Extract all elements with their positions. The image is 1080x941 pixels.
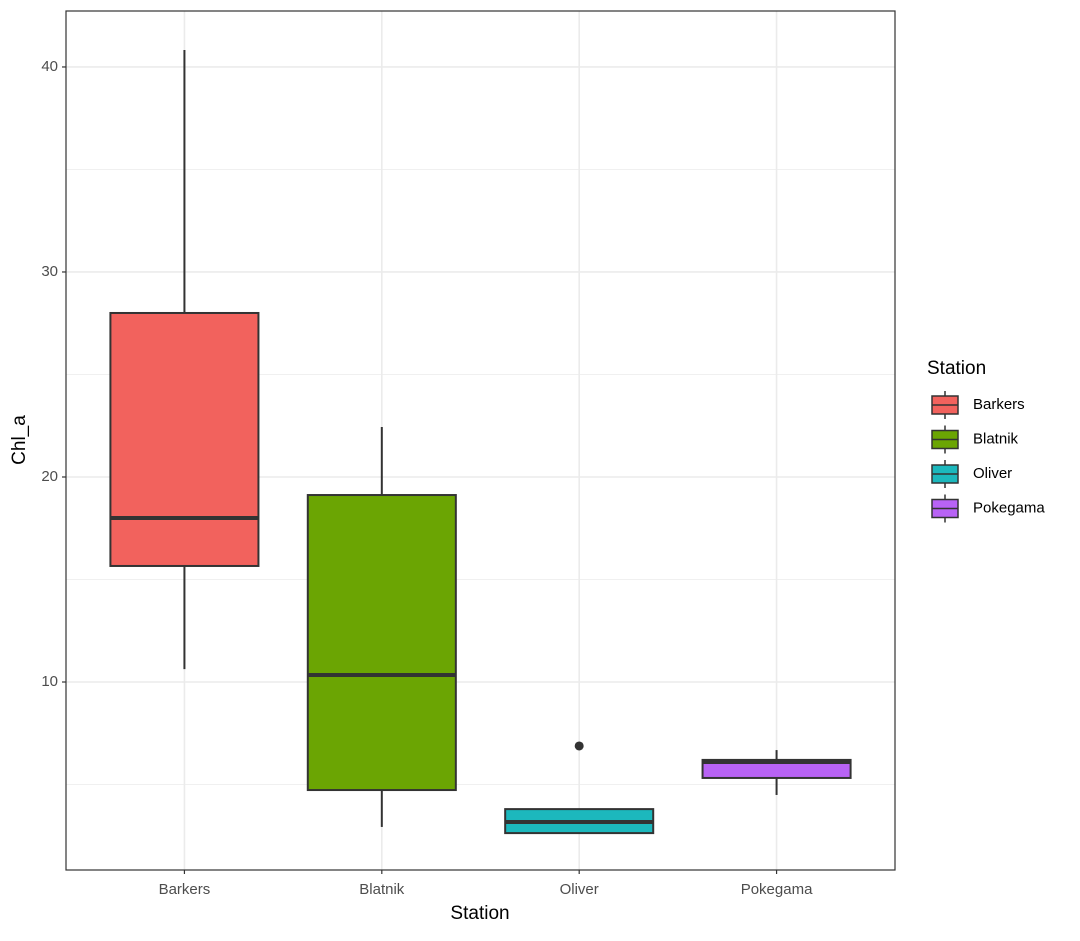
legend-label: Pokegama <box>973 499 1045 516</box>
panel-border <box>65 10 896 871</box>
box <box>701 758 852 779</box>
y-tick-label: 30 <box>41 263 58 280</box>
y-tick-label: 40 <box>41 58 58 75</box>
legend: Barkers Blatnik Oliver Pokegama <box>931 391 1045 523</box>
y-axis-title: Chl_a <box>9 415 30 465</box>
legend-label: Oliver <box>973 465 1012 482</box>
y-tick-label: 10 <box>41 673 58 690</box>
box <box>306 494 457 792</box>
y-tick-label: 20 <box>41 468 58 485</box>
x-tick-label: Pokegama <box>741 881 813 898</box>
box <box>109 311 260 567</box>
x-tick-label: Barkers <box>159 881 211 898</box>
legend-label: Blatnik <box>973 430 1019 447</box>
x-tick-label: Oliver <box>560 881 599 898</box>
marks <box>109 49 852 835</box>
x-tick-label: Blatnik <box>359 881 405 898</box>
outlier <box>574 741 584 751</box>
x-axis-title: Station <box>450 903 509 924</box>
legend-title: Station <box>927 358 986 379</box>
legend-label: Barkers <box>973 396 1025 413</box>
